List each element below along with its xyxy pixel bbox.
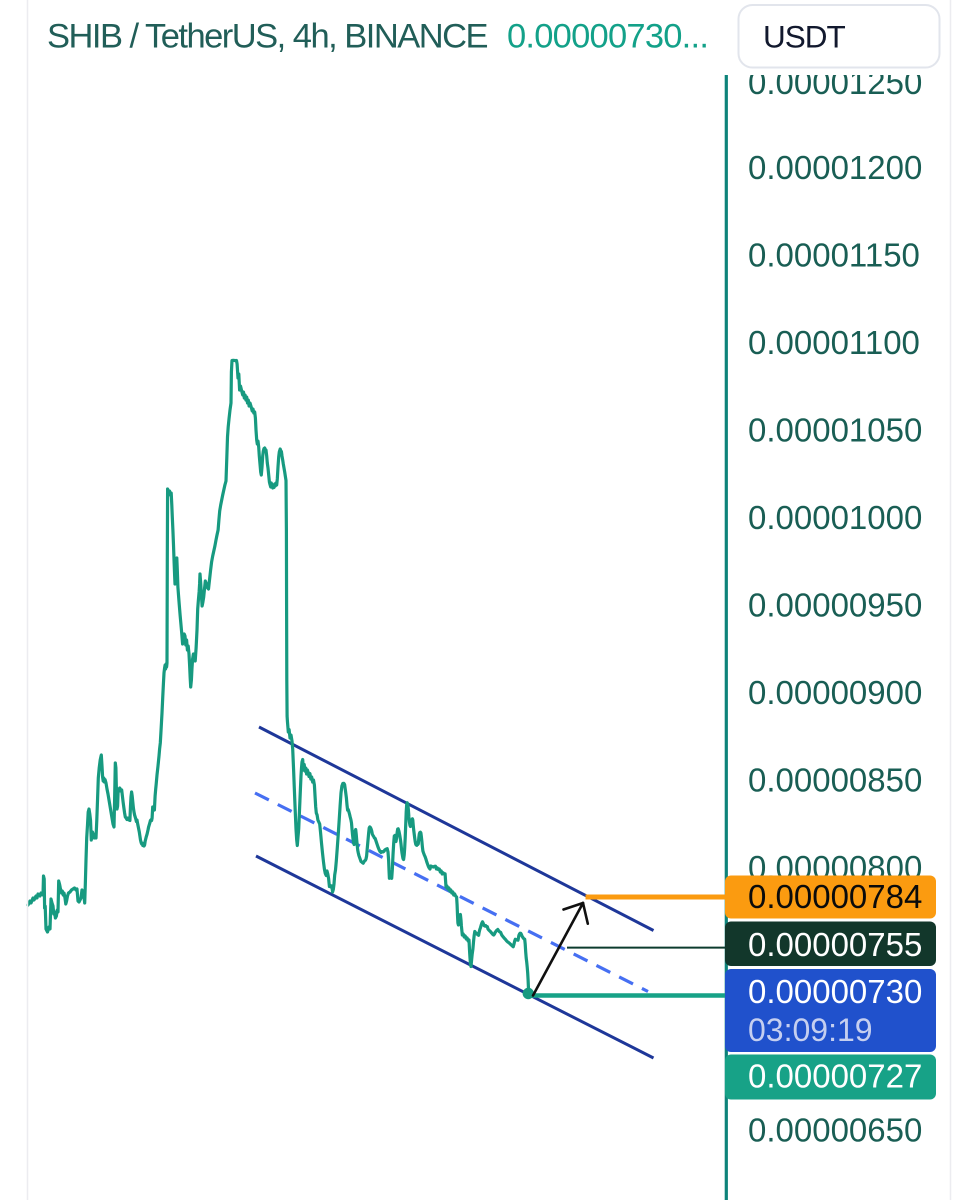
svg-text:0.00000950: 0.00000950 <box>748 587 922 624</box>
svg-text:0.00000784: 0.00000784 <box>748 878 922 915</box>
svg-text:0.00000755: 0.00000755 <box>748 926 922 963</box>
svg-text:0.00001000: 0.00001000 <box>748 499 922 536</box>
svg-text:0.00000850: 0.00000850 <box>748 762 922 799</box>
svg-text:0.00000900: 0.00000900 <box>748 674 922 711</box>
svg-text:0.00001150: 0.00001150 <box>748 237 920 274</box>
svg-text:USDT: USDT <box>763 19 846 55</box>
svg-text:0.00001050: 0.00001050 <box>748 412 922 449</box>
svg-text:0.00001200: 0.00001200 <box>748 149 922 186</box>
svg-text:0.00000727: 0.00000727 <box>748 1058 922 1095</box>
svg-text:03:09:19: 03:09:19 <box>748 1012 873 1048</box>
svg-text:0.00000650: 0.00000650 <box>748 1112 922 1149</box>
svg-text:0.00000730: 0.00000730 <box>748 973 922 1010</box>
svg-text:0.00001100: 0.00001100 <box>748 324 920 361</box>
svg-text:0.00000730...: 0.00000730... <box>507 18 708 56</box>
svg-text:SHIB / TetherUS, 4h, BINANCE: SHIB / TetherUS, 4h, BINANCE <box>47 18 487 56</box>
